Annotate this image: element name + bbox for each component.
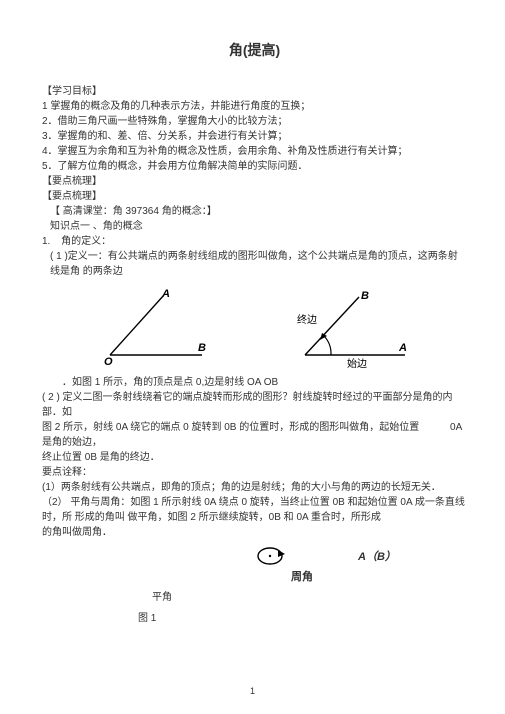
ab-label: A（B） [358, 548, 396, 564]
heading-yaodian-2: 【要点梳理】 [42, 189, 467, 204]
fig1-label-b: B [198, 342, 206, 354]
subheading-1: 知识点一 、角的概念 [42, 219, 467, 234]
def-1: ( 1 )定义一：有公共端点的两条射线组成的图形叫做角，这个公共端点是角的顶点，… [42, 249, 467, 279]
goal-item-3: 3．掌握角的和、差、倍、分关系，并会进行有关计算； [42, 129, 467, 144]
def-2b: 图 2 所示，射线 0A 绕它的端点 0 旋转到 0B 的位置时，形成的图形叫做… [42, 422, 419, 433]
goal-item-1: 1 掌握角的概念及角的几种表示方法，并能进行角度的互换； [42, 99, 467, 114]
fig2-label-b: B [361, 290, 369, 302]
def-2b-row: 图 2 所示，射线 0A 绕它的端点 0 旋转到 0B 的位置时，形成的图形叫做… [42, 420, 467, 450]
fig-1-label: 图 1 [42, 611, 467, 626]
fig2-label-a: A [398, 342, 407, 354]
figure-2-rotation: B A 终边 始边 [267, 287, 412, 371]
def-2d: 终止位置 0B 是角的终边． [42, 450, 467, 465]
goal-item-2: 2．借助三角尺画一些特殊角，掌握角大小的比较方法； [42, 114, 467, 129]
fig1-label-o: O [104, 356, 113, 367]
fig2-label-zhong: 终边 [297, 313, 317, 326]
zhoujiao-label: 周角 [282, 568, 322, 584]
full-angle-icon [252, 544, 288, 568]
num-1-text: 角的定义： [53, 236, 111, 247]
zhoujiao-row: A（B） [42, 544, 467, 568]
pingjiao-label: 平角 [42, 590, 467, 605]
fig1-label-a: A [161, 288, 170, 300]
def-2a: ( 2 ) 定义二图一条射线绕着它的端点旋转而形成的图形？射线旋转时经过的平面部… [42, 390, 467, 420]
page-title: 角(提高) [42, 40, 467, 60]
after-figure-text: ．如图 1 所示，角的顶点是点 0,边是射线 OA OB [42, 375, 467, 390]
yd-2: （2） 平角与周角：如图 1 所示射线 0A 绕点 0 旋转，当终止位置 0B … [42, 495, 467, 525]
yaodian-quanshi: 要点诠释： [42, 465, 467, 480]
goal-item-5: 5．了解方位角的概念，并会用方位角解决简单的实际问题． [42, 159, 467, 174]
page-number: 1 [0, 686, 505, 696]
heading-yaodian-1: 【要点梳理】 [42, 174, 467, 189]
yd-1: (1）两条射线有公共端点，即角的顶点；角的边是射线；角的大小与角的两边的长短无关… [42, 480, 467, 495]
heading-class: 【 高清课堂：角 397364 角的概念：】 [42, 204, 467, 219]
num-1-label: 1. [42, 236, 50, 247]
figure-1-angle: O A B [92, 287, 207, 367]
yd-3: 的角叫做周角． [42, 525, 467, 540]
goal-item-4: 4．掌握互为余角和互为补角的概念及性质，会用余角、补角及性质进行有关计算； [42, 144, 467, 159]
num-1: 1. 角的定义： [42, 234, 467, 249]
figure-row: O A B B A 终边 始边 [92, 287, 467, 371]
fig2-label-shi: 始边 [347, 357, 367, 370]
heading-goal: 【学习目标】 [42, 84, 467, 99]
